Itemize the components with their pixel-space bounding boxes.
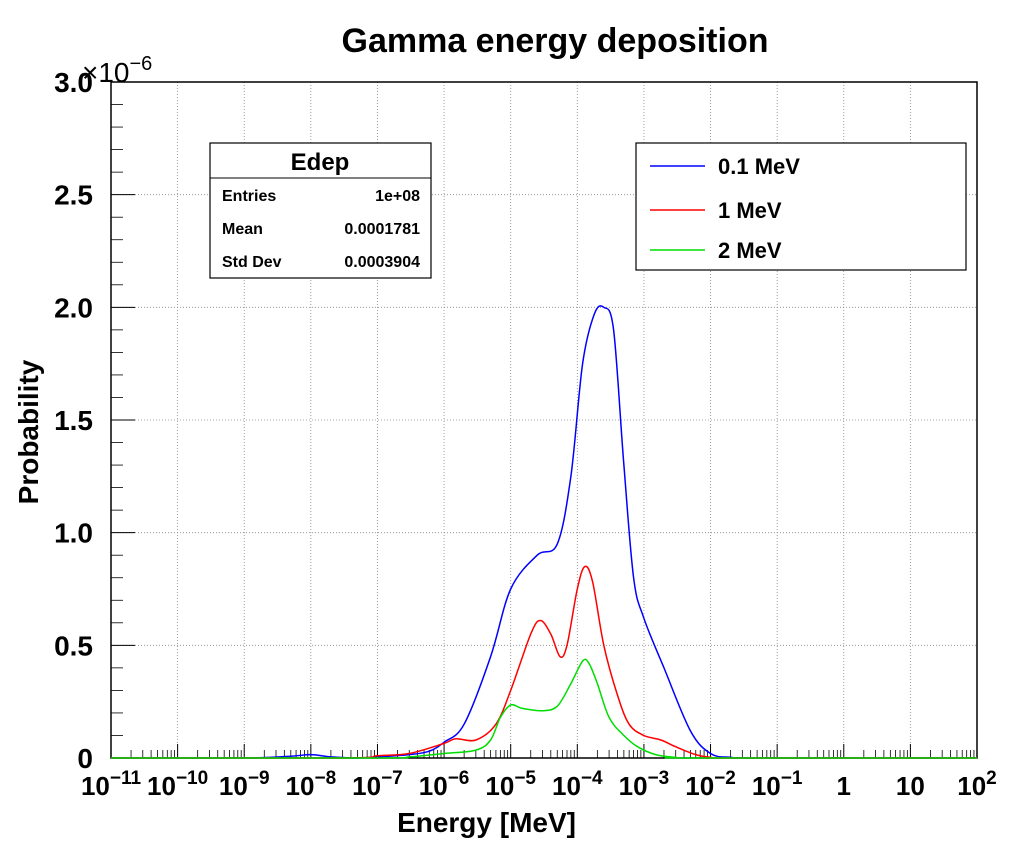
y-tick-labels: 0 0.5 1.0 1.5 2.0 2.5 3.0 <box>54 67 93 774</box>
stats-box-title: Edep <box>291 149 350 176</box>
stats-entries-value: 1e+08 <box>375 188 420 205</box>
x-tick-label: 10 <box>896 771 925 801</box>
stats-entries-label: Entries <box>222 188 276 205</box>
x-tick-label: 10−5 <box>485 768 536 801</box>
legend-label-1-mev: 1 MeV <box>718 198 782 223</box>
y-tick-label: 2.0 <box>54 292 93 323</box>
x-tick-label: 10−1 <box>752 768 803 801</box>
stats-stddev-value: 0.0003904 <box>344 254 420 271</box>
y-tick-label: 2.5 <box>54 180 93 211</box>
y-tick-label: 1.5 <box>54 405 93 436</box>
x-tick-labels: 10−11 10−10 10−9 10−8 10−7 10−6 10−5 10−4 10−3 10… <box>81 768 997 801</box>
legend-frame <box>635 142 967 271</box>
stats-stddev-label: Std Dev <box>222 254 282 271</box>
x-tick-label: 10−9 <box>219 768 270 801</box>
legend-label-2-mev: 2 MeV <box>718 238 782 263</box>
y-tick-label: 0.5 <box>54 630 93 661</box>
x-tick-label: 10−8 <box>286 768 337 801</box>
y-multiplier-exponent: −6 <box>130 53 153 75</box>
stats-mean-value: 0.0001781 <box>344 221 420 238</box>
x-tick-label: 10−3 <box>619 768 670 801</box>
grid-lines <box>111 82 977 758</box>
x-axis-label: Energy [MeV] <box>397 807 576 838</box>
legend: 0.1 MeV 1 MeV 2 MeV <box>635 142 967 271</box>
x-tick-label: 10−10 <box>147 768 208 801</box>
series-line-2-mev <box>110 658 977 759</box>
y-multiplier: ×10−6 <box>82 53 152 88</box>
x-tick-label: 1 <box>837 771 851 801</box>
x-tick-label: 10−7 <box>352 768 403 801</box>
series-line-1-mev <box>110 565 977 759</box>
stats-mean-label: Mean <box>222 221 263 238</box>
legend-label-0-1-mev: 0.1 MeV <box>718 154 800 179</box>
stats-box-frame <box>209 142 432 279</box>
y-axis-label: Probability <box>13 359 44 504</box>
series-lines <box>110 305 977 759</box>
x-tick-label: 10−2 <box>685 768 736 801</box>
x-tick-label: 10−6 <box>419 768 470 801</box>
y-tick-label: 0 <box>77 743 93 774</box>
x-tick-label: 10−11 <box>81 768 142 801</box>
stats-box: Edep Entries 1e+08 Mean 0.0001781 Std De… <box>209 142 432 279</box>
x-tick-label: 10−4 <box>552 768 603 801</box>
chart-title: Gamma energy deposition <box>342 22 769 60</box>
x-tick-label: 102 <box>957 768 997 801</box>
y-tick-label: 1.0 <box>54 518 93 549</box>
series-line-0-1-mev <box>110 305 977 759</box>
y-multiplier-base: ×10 <box>82 57 130 88</box>
y-tick-label: 3.0 <box>54 67 93 98</box>
